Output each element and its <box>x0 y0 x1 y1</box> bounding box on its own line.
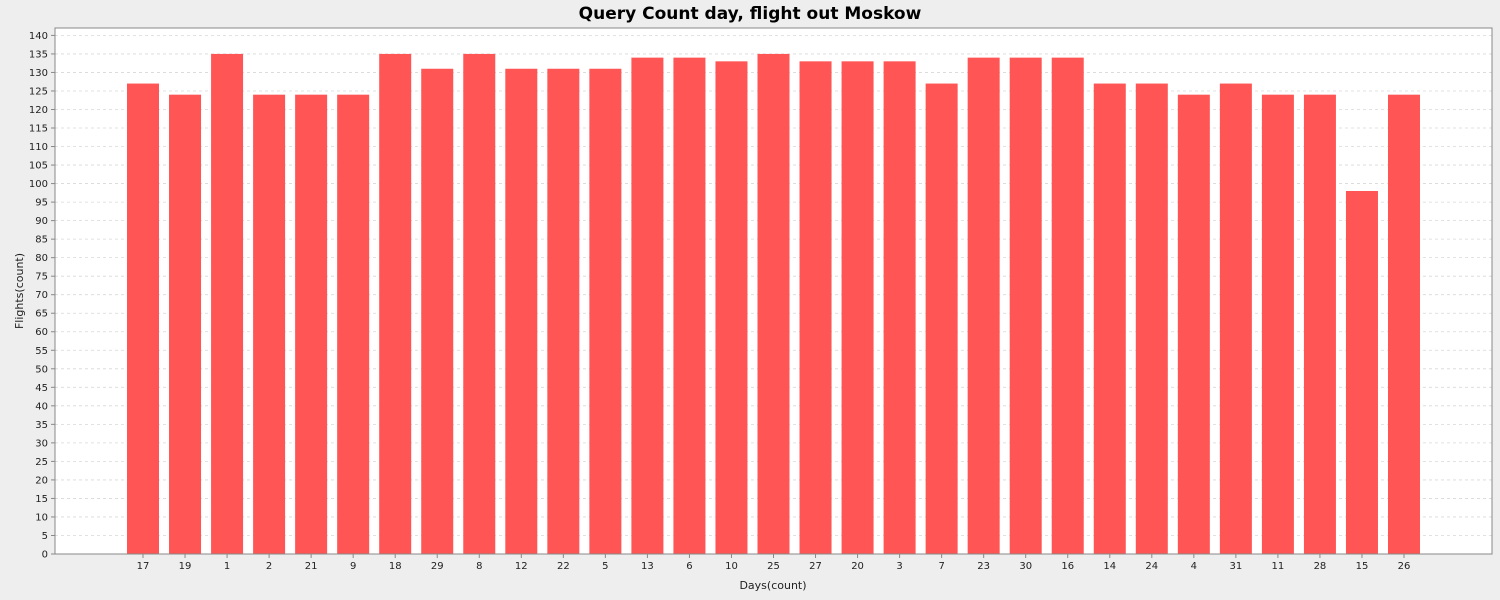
x-tick-label: 30 <box>1019 561 1032 572</box>
y-tick-label: 80 <box>35 253 48 264</box>
bar-day-26 <box>1388 94 1420 554</box>
x-tick-label: 19 <box>179 561 192 572</box>
x-axis-label: Days(count) <box>739 579 806 592</box>
x-tick-label: 25 <box>767 561 780 572</box>
x-tick-label: 15 <box>1356 561 1369 572</box>
x-axis-ticks: 17 19 1 2 21 9 18 29 8 12 22 5 13 6 10 25 27 20 3 7 23 30 16 14… <box>137 554 1411 572</box>
y-tick-label: 75 <box>35 272 48 283</box>
y-tick-label: 50 <box>35 364 48 375</box>
y-tick-label: 110 <box>29 142 48 153</box>
y-tick-label: 120 <box>29 105 48 116</box>
x-tick-label: 8 <box>476 561 482 572</box>
x-tick-label: 10 <box>725 561 738 572</box>
x-tick-label: 23 <box>977 561 990 572</box>
bar-day-15 <box>1345 190 1378 555</box>
y-tick-label: 15 <box>35 494 48 505</box>
x-tick-label: 6 <box>686 561 692 572</box>
x-tick-label: 3 <box>896 561 902 572</box>
y-tick-label: 60 <box>35 327 48 338</box>
bar-day-1 <box>211 53 244 555</box>
y-tick-label: 35 <box>35 420 48 431</box>
y-tick-label: 70 <box>35 290 48 301</box>
y-tick-label: 130 <box>29 68 48 79</box>
x-tick-label: 2 <box>266 561 272 572</box>
chart-title: Query Count day, flight out Moskow <box>579 4 922 24</box>
bar-day-20 <box>841 61 874 555</box>
bar-day-28 <box>1303 94 1336 554</box>
bar-day-10 <box>715 61 748 555</box>
y-tick-label: 115 <box>29 124 48 135</box>
y-tick-label: 25 <box>35 457 48 468</box>
y-tick-label: 85 <box>35 235 48 246</box>
bar-day-24 <box>1135 83 1168 554</box>
bar-day-17 <box>127 83 159 554</box>
bar-day-16 <box>1051 57 1084 555</box>
bar-day-11 <box>1261 94 1294 554</box>
bar-day-2 <box>253 94 286 554</box>
y-tick-label: 90 <box>35 216 48 227</box>
bar-day-6 <box>673 57 706 555</box>
y-tick-label: 65 <box>35 309 48 320</box>
x-tick-label: 22 <box>557 561 570 572</box>
x-tick-label: 28 <box>1314 561 1327 572</box>
y-tick-label: 140 <box>29 31 48 42</box>
bar-day-30 <box>1009 57 1042 555</box>
y-tick-label: 125 <box>29 86 48 97</box>
x-tick-label: 18 <box>389 561 402 572</box>
x-tick-label: 14 <box>1103 561 1116 572</box>
bar-day-22 <box>547 68 580 555</box>
x-tick-label: 9 <box>350 561 356 572</box>
y-axis-ticks: 0 5 10 15 20 25 30 35 40 45 50 55 60 65 70 75 80 85 90 95 10… <box>29 31 55 561</box>
bar-day-31 <box>1219 83 1252 554</box>
bar-day-9 <box>337 94 370 554</box>
y-tick-label: 5 <box>42 531 48 542</box>
y-tick-label: 40 <box>35 401 48 412</box>
x-tick-label: 13 <box>641 561 654 572</box>
x-tick-label: 26 <box>1398 561 1411 572</box>
y-tick-label: 45 <box>35 383 48 394</box>
bar-day-4 <box>1177 94 1210 554</box>
x-tick-label: 5 <box>602 561 608 572</box>
bar-day-29 <box>421 68 454 555</box>
y-tick-label: 100 <box>29 179 48 190</box>
x-tick-label: 11 <box>1272 561 1285 572</box>
bar-day-3 <box>883 61 916 555</box>
x-tick-label: 20 <box>851 561 864 572</box>
bar-day-7 <box>925 83 958 554</box>
y-tick-label: 105 <box>29 161 48 172</box>
x-tick-label: 16 <box>1061 561 1074 572</box>
bar-day-25 <box>757 53 790 555</box>
y-tick-label: 0 <box>42 550 48 561</box>
x-tick-label: 29 <box>431 561 444 572</box>
bar-day-8 <box>463 53 496 555</box>
x-tick-label: 1 <box>224 561 230 572</box>
bar-day-13 <box>631 57 664 555</box>
x-tick-label: 21 <box>305 561 318 572</box>
bar-day-19 <box>169 94 202 554</box>
y-tick-label: 135 <box>29 49 48 60</box>
x-tick-label: 12 <box>515 561 528 572</box>
y-tick-label: 20 <box>35 475 48 486</box>
bar-day-23 <box>967 57 1000 555</box>
bar-day-18 <box>379 53 412 555</box>
plot-border <box>54 27 1493 555</box>
y-tick-label: 30 <box>35 438 48 449</box>
bar-day-12 <box>505 68 538 555</box>
x-tick-label: 27 <box>809 561 822 572</box>
bar-day-5 <box>589 68 622 555</box>
x-tick-label: 4 <box>1191 561 1197 572</box>
x-tick-label: 7 <box>938 561 944 572</box>
bars <box>127 53 1420 555</box>
bar-day-27 <box>799 61 832 555</box>
x-tick-label: 31 <box>1229 561 1242 572</box>
x-tick-label: 24 <box>1145 561 1158 572</box>
y-tick-label: 95 <box>35 198 48 209</box>
bar-day-21 <box>295 94 328 554</box>
x-tick-label: 17 <box>137 561 150 572</box>
y-tick-label: 10 <box>35 512 48 523</box>
y-tick-label: 55 <box>35 346 48 357</box>
bar-day-14 <box>1093 83 1126 554</box>
y-axis-label: Flights(count) <box>13 253 26 329</box>
